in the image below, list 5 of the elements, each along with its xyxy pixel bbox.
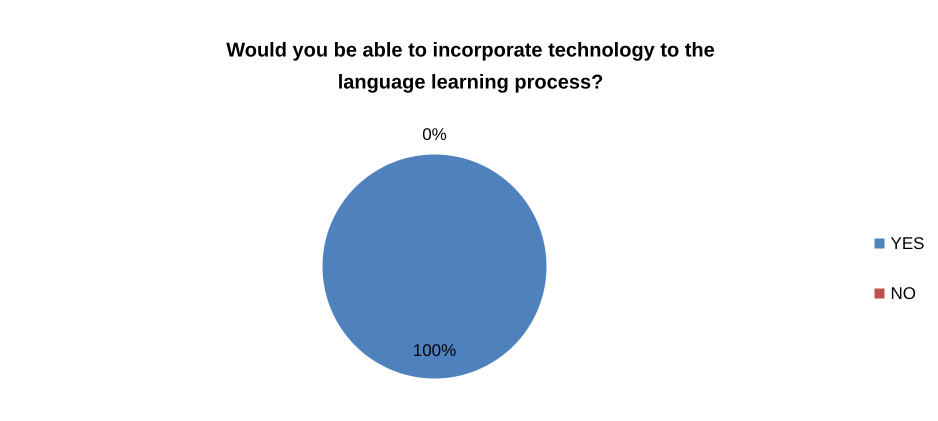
data-label: 100% (412, 341, 456, 360)
chart-title: Would you be able to incorporate technology to the language learning process? (226, 40, 715, 94)
legend-label: YES (890, 234, 925, 253)
legend-label: NO (890, 284, 916, 303)
text: 0% (422, 125, 447, 144)
